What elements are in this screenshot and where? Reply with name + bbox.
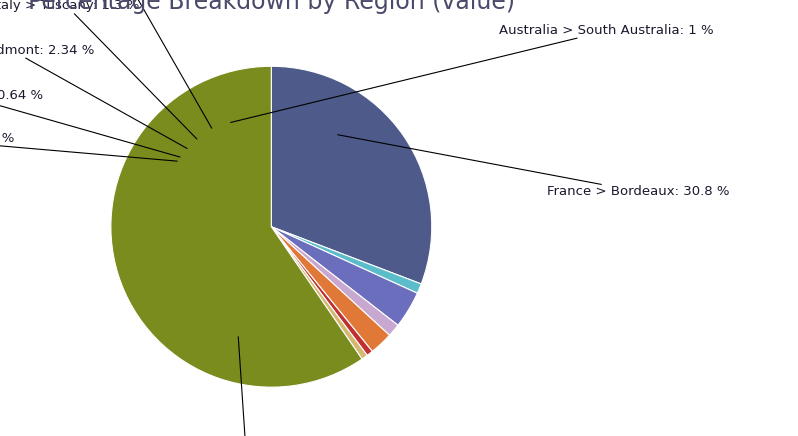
- Wedge shape: [111, 66, 362, 387]
- Text: Australia > South Australia: 1 %: Australia > South Australia: 1 %: [231, 24, 713, 123]
- Text: USA > California: 3.72 %: USA > California: 3.72 %: [38, 0, 211, 128]
- Text: France > Bordeaux: 30.8 %: France > Bordeaux: 30.8 %: [338, 135, 730, 198]
- Text: France > Rhone: 0.64 %: France > Rhone: 0.64 %: [0, 89, 180, 157]
- Wedge shape: [271, 227, 389, 351]
- Wedge shape: [271, 227, 367, 359]
- Wedge shape: [271, 227, 373, 355]
- Title: Percentage Breakdown by Region (value): Percentage Breakdown by Region (value): [28, 0, 515, 14]
- Wedge shape: [271, 66, 432, 284]
- Wedge shape: [271, 227, 417, 325]
- Wedge shape: [271, 227, 398, 335]
- Text: France > Burgundy: 59.56 %: France > Burgundy: 59.56 %: [152, 337, 343, 436]
- Text: France > Champagne: 0.63 %: France > Champagne: 0.63 %: [0, 132, 177, 161]
- Wedge shape: [271, 227, 421, 293]
- Text: Italy > Tuscany: 1.3 %: Italy > Tuscany: 1.3 %: [0, 0, 197, 139]
- Text: Italy > Piedmont: 2.34 %: Italy > Piedmont: 2.34 %: [0, 44, 187, 148]
